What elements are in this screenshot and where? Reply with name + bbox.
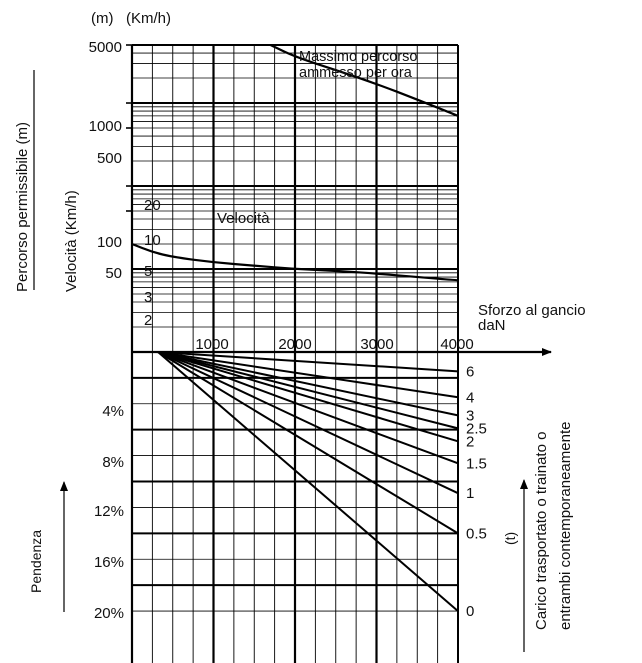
load-label-2: 2 (466, 433, 474, 450)
bottom-panel-grid (132, 352, 458, 663)
load-line-0-5 (157, 351, 459, 535)
speed-axis-title: Velocità (Km/h) (63, 190, 80, 292)
slope-tick-20: 20% (94, 605, 124, 622)
load-line-0 (157, 351, 459, 612)
x-axis-title-line2: daN (478, 317, 506, 334)
distance-tick-100: 100 (97, 234, 122, 251)
slope-axis-title: Pendenza (28, 530, 44, 593)
slope-tick-4: 4% (102, 403, 124, 420)
load-label-0: 0 (466, 603, 474, 620)
top-panel-grid (126, 44, 458, 352)
slope-tick-16: 16% (94, 554, 124, 571)
speed-tick-10: 10 (144, 232, 161, 249)
speed-tick-20: 20 (144, 197, 161, 214)
speed-tick-5: 5 (144, 263, 152, 280)
load-line-1 (157, 351, 459, 495)
load-label-1-5: 1.5 (466, 455, 487, 472)
load-label-6: 6 (466, 363, 474, 380)
load-label-1: 1 (466, 485, 474, 502)
distance-tick-1000: 1000 (89, 118, 122, 135)
distance-unit-label: (m) (91, 10, 114, 27)
max-distance-label-line1: Massimo percorso (299, 49, 417, 65)
load-line-2-5 (157, 351, 459, 430)
load-label-4: 4 (466, 389, 474, 406)
x-tick-1000: 1000 (195, 336, 228, 353)
load-axis-title-line2: entrambi contemporaneamente (557, 422, 574, 630)
load-line-2 (157, 351, 459, 443)
speed-unit-label: (Km/h) (126, 10, 171, 27)
speed-curve-label: Velocità (217, 210, 270, 227)
load-label-0-5: 0.5 (466, 525, 487, 542)
bottom-panel-load-lines: 0 0.5 1 1.5 22.534 6 (157, 351, 487, 620)
load-line-1-5 (157, 351, 459, 465)
x-axis-title-line1: Sforzo al gancio (478, 302, 586, 319)
speed-tick-3: 3 (144, 289, 152, 306)
top-panel-curves (131, 44, 460, 282)
slope-tick-8: 8% (102, 454, 124, 471)
speed-curve (131, 242, 460, 282)
distance-tick-5000: 5000 (89, 39, 122, 56)
load-label-2-5: 2.5 (466, 420, 487, 437)
x-tick-4000: 4000 (440, 336, 473, 353)
load-axis-title-line1: Carico trasportato o trainato o (533, 432, 550, 630)
load-line-6 (157, 351, 459, 373)
distance-axis-title: Percorso permissibile (m) (14, 122, 31, 292)
x-tick-3000: 3000 (360, 336, 393, 353)
x-tick-2000: 2000 (278, 336, 311, 353)
slope-tick-12: 12% (94, 503, 124, 520)
load-label-3: 3 (466, 407, 474, 424)
distance-tick-50: 50 (105, 265, 122, 282)
max-distance-curve (270, 44, 459, 117)
load-unit-label: (t) (502, 532, 518, 545)
distance-tick-500: 500 (97, 150, 122, 167)
load-line-3 (157, 351, 459, 417)
load-line-4 (157, 351, 459, 399)
max-distance-label-line2: ammesso per ora (299, 65, 413, 81)
speed-tick-2: 2 (144, 312, 152, 329)
